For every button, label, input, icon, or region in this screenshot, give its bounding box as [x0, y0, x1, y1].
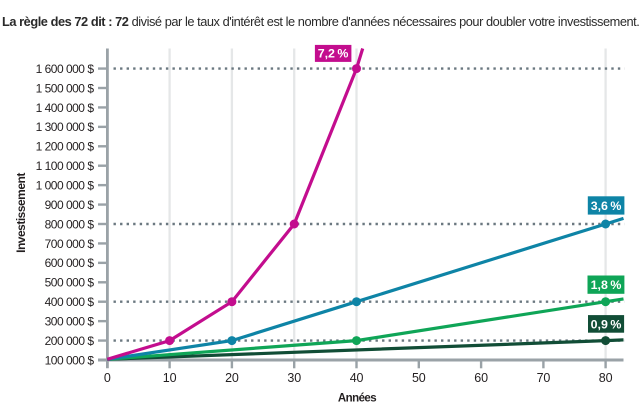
svg-text:10: 10: [163, 371, 177, 385]
svg-text:1,8 %: 1,8 %: [591, 278, 622, 292]
svg-text:50: 50: [412, 371, 426, 385]
svg-text:1 400 000 $: 1 400 000 $: [36, 101, 95, 115]
svg-text:700 000 $: 700 000 $: [45, 237, 95, 251]
svg-text:1 300 000 $: 1 300 000 $: [36, 120, 95, 134]
svg-text:1 600 000 $: 1 600 000 $: [36, 62, 95, 76]
svg-text:1 500 000 $: 1 500 000 $: [36, 81, 95, 95]
svg-text:1 000 000 $: 1 000 000 $: [36, 179, 95, 193]
svg-text:100 000 $: 100 000 $: [45, 353, 95, 367]
svg-text:Années: Années: [338, 393, 376, 405]
svg-text:800 000 $: 800 000 $: [45, 217, 95, 231]
svg-text:40: 40: [350, 371, 364, 385]
svg-text:0: 0: [104, 371, 111, 385]
svg-text:500 000 $: 500 000 $: [45, 276, 95, 290]
svg-text:1 100 000 $: 1 100 000 $: [36, 159, 95, 173]
svg-text:1 200 000 $: 1 200 000 $: [36, 140, 95, 154]
svg-text:0,9 %: 0,9 %: [591, 317, 622, 331]
svg-text:900 000 $: 900 000 $: [45, 198, 95, 212]
svg-text:7,2 %: 7,2 %: [318, 47, 349, 61]
svg-text:200 000 $: 200 000 $: [45, 334, 95, 348]
svg-text:Investissement: Investissement: [14, 173, 28, 253]
svg-text:3,6 %: 3,6 %: [591, 199, 622, 213]
svg-text:La règle des 72 dit : 72 divis: La règle des 72 dit : 72 divisé par le t…: [2, 14, 639, 29]
svg-text:400 000 $: 400 000 $: [45, 295, 95, 309]
svg-text:60: 60: [474, 371, 488, 385]
svg-text:20: 20: [225, 371, 239, 385]
svg-text:30: 30: [287, 371, 301, 385]
svg-text:300 000 $: 300 000 $: [45, 315, 95, 329]
svg-text:80: 80: [599, 371, 613, 385]
svg-text:70: 70: [537, 371, 551, 385]
svg-text:600 000 $: 600 000 $: [45, 256, 95, 270]
